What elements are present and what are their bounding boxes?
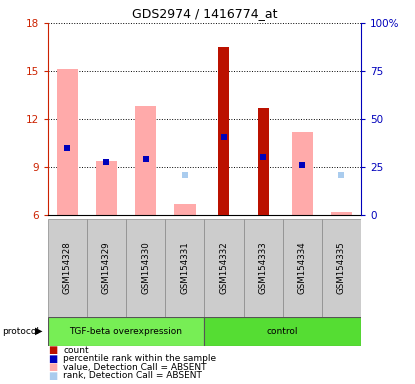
Text: GSM154330: GSM154330 bbox=[141, 242, 150, 294]
Bar bbox=[331, 212, 352, 215]
Text: ■: ■ bbox=[48, 362, 57, 372]
Bar bbox=[87, 219, 126, 317]
Text: ■: ■ bbox=[48, 345, 57, 355]
Text: count: count bbox=[63, 346, 89, 355]
Text: GSM154332: GSM154332 bbox=[220, 242, 229, 294]
Text: TGF-beta overexpression: TGF-beta overexpression bbox=[70, 327, 183, 336]
Title: GDS2974 / 1416774_at: GDS2974 / 1416774_at bbox=[132, 7, 277, 20]
Bar bbox=[283, 219, 322, 317]
Bar bbox=[165, 219, 204, 317]
Bar bbox=[205, 317, 361, 346]
Bar bbox=[48, 317, 205, 346]
Text: percentile rank within the sample: percentile rank within the sample bbox=[63, 354, 217, 363]
Text: GSM154328: GSM154328 bbox=[63, 242, 72, 294]
Bar bbox=[96, 161, 117, 215]
Text: value, Detection Call = ABSENT: value, Detection Call = ABSENT bbox=[63, 362, 207, 372]
Bar bbox=[174, 204, 195, 215]
Text: ■: ■ bbox=[48, 354, 57, 364]
Bar bbox=[322, 219, 361, 317]
Text: ■: ■ bbox=[48, 371, 57, 381]
Text: GSM154331: GSM154331 bbox=[180, 242, 189, 294]
Text: GSM154334: GSM154334 bbox=[298, 242, 307, 294]
Bar bbox=[126, 219, 165, 317]
Text: rank, Detection Call = ABSENT: rank, Detection Call = ABSENT bbox=[63, 371, 203, 380]
Text: GSM154329: GSM154329 bbox=[102, 242, 111, 294]
Text: ▶: ▶ bbox=[35, 326, 43, 336]
Bar bbox=[48, 219, 87, 317]
Text: GSM154335: GSM154335 bbox=[337, 242, 346, 294]
Text: protocol: protocol bbox=[2, 327, 39, 336]
Bar bbox=[291, 132, 313, 215]
Bar bbox=[56, 70, 78, 215]
Bar bbox=[244, 219, 283, 317]
Text: GSM154333: GSM154333 bbox=[259, 242, 268, 294]
Bar bbox=[205, 219, 244, 317]
Bar bbox=[135, 106, 156, 215]
Bar bbox=[218, 47, 229, 215]
Text: control: control bbox=[267, 327, 298, 336]
Bar bbox=[258, 108, 269, 215]
